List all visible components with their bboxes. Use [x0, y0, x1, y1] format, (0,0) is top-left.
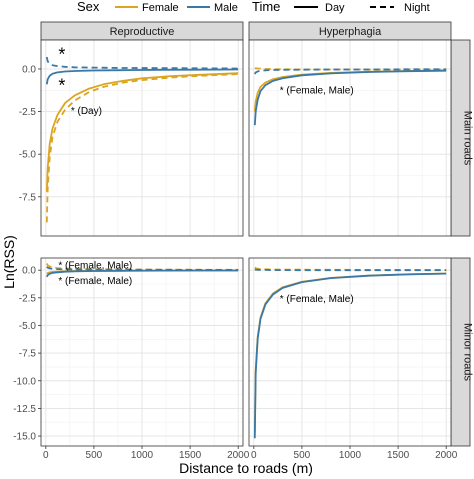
series-line-male-night: [46, 266, 239, 271]
significance-annotation: * (Female, Male): [58, 276, 132, 287]
legend-day-label: Day: [325, 2, 345, 14]
x-tick-label: 0: [43, 450, 49, 461]
y-tick-label: -2.5: [19, 107, 37, 118]
facet-label-reproductive: Reproductive: [110, 26, 175, 38]
y-tick-label: -2.5: [19, 293, 37, 304]
y-tick-label: 0.0: [22, 64, 36, 75]
x-tick-label: 1000: [131, 450, 154, 461]
panel-hyperphagia-minor-roads: * (Female, Male) 0 500 1000 1500 2000: [248, 257, 458, 461]
series-line-male-night: [254, 68, 447, 75]
x-tick-label: 1500: [179, 450, 202, 461]
panel-reproductive-main-roads: * * * (Day) 0.0 -2.5 -5.0 -7.5: [19, 39, 244, 237]
legend-female-label: Female: [142, 2, 179, 14]
significance-star: *: [58, 45, 65, 65]
y-tick-label: -7.5: [19, 349, 37, 360]
y-tick-label: -7.5: [19, 192, 37, 203]
legend: Sex Female Male Time Day Night: [77, 0, 430, 14]
x-tick-label: 1500: [387, 450, 410, 461]
x-tick-label: 500: [294, 450, 311, 461]
significance-annotation: * (Female, Male): [280, 85, 354, 96]
x-tick-label: 2000: [227, 450, 250, 461]
significance-annotation: * (Day): [71, 106, 102, 117]
significance-annotation: * (Female, Male): [58, 261, 132, 272]
series-line-male-day: [253, 272, 447, 439]
significance-annotation: * (Female, Male): [280, 294, 354, 305]
x-axis-title: Distance to roads (m): [179, 460, 313, 476]
panel-border: [248, 39, 452, 237]
x-tick-label: 500: [86, 450, 103, 461]
significance-star: *: [58, 75, 65, 95]
x-tick-label: 0: [251, 450, 257, 461]
series-line-female-day: [45, 72, 239, 192]
x-tick-label: 2000: [435, 450, 458, 461]
legend-night-label: Night: [404, 2, 430, 14]
y-axis-title: Ln(RSS): [1, 235, 17, 289]
y-tick-label: -10.0: [13, 376, 36, 387]
series-line-male-day: [45, 68, 239, 85]
series-line-male-night: [254, 268, 447, 272]
panel-border: [40, 39, 244, 237]
legend-time-title: Time: [252, 0, 280, 14]
y-tick-label: 0.0: [22, 266, 36, 277]
x-tick-label: 1000: [339, 450, 362, 461]
facet-label-main-roads: Main roads: [462, 111, 474, 166]
panel-hyperphagia-main-roads: * (Female, Male): [248, 39, 452, 237]
y-tick-label: -5.0: [19, 150, 37, 161]
y-tick-label: -5.0: [19, 321, 37, 332]
legend-male-label: Male: [214, 2, 238, 14]
series-line-female-night: [45, 73, 239, 223]
facet-label-minor-roads: Minor roads: [462, 323, 474, 382]
series-line-male-day: [253, 69, 447, 126]
facet-label-hyperphagia: Hyperphagia: [319, 26, 382, 38]
y-tick-label: -12.5: [13, 404, 36, 415]
legend-sex-title: Sex: [77, 0, 100, 14]
y-tick-label: -15.0: [13, 432, 36, 443]
panel-reproductive-minor-roads: * (Female, Male) * (Female, Male) 0.0 -2.5 -…: [13, 257, 250, 461]
